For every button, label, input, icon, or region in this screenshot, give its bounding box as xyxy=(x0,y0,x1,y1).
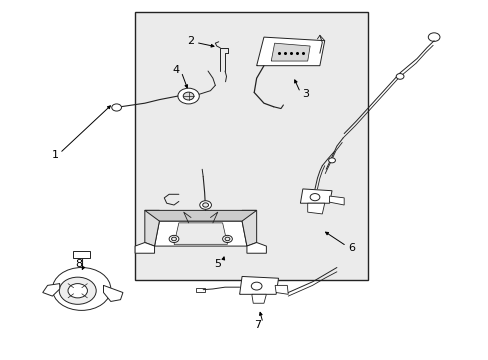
PathPatch shape xyxy=(174,223,227,244)
PathPatch shape xyxy=(329,196,344,205)
Bar xyxy=(135,12,368,280)
Text: 8: 8 xyxy=(76,259,82,269)
Circle shape xyxy=(427,33,439,41)
PathPatch shape xyxy=(242,210,256,246)
Circle shape xyxy=(183,92,194,100)
Circle shape xyxy=(202,203,208,207)
Circle shape xyxy=(178,88,199,104)
Circle shape xyxy=(328,158,335,163)
PathPatch shape xyxy=(300,189,331,203)
PathPatch shape xyxy=(135,243,154,253)
Text: 5: 5 xyxy=(214,259,221,269)
Circle shape xyxy=(59,277,96,304)
Text: 3: 3 xyxy=(301,89,308,99)
Text: 6: 6 xyxy=(347,243,354,253)
PathPatch shape xyxy=(239,276,278,294)
PathPatch shape xyxy=(144,210,159,246)
PathPatch shape xyxy=(271,43,309,61)
Circle shape xyxy=(251,282,262,290)
PathPatch shape xyxy=(103,285,122,301)
Circle shape xyxy=(68,284,87,298)
Bar xyxy=(196,288,204,292)
Circle shape xyxy=(169,235,179,243)
Text: 1: 1 xyxy=(51,150,58,160)
Bar xyxy=(73,251,90,257)
Circle shape xyxy=(224,237,229,241)
Circle shape xyxy=(171,237,176,241)
Circle shape xyxy=(222,235,232,243)
Circle shape xyxy=(395,73,403,79)
PathPatch shape xyxy=(154,221,246,246)
PathPatch shape xyxy=(251,294,266,303)
PathPatch shape xyxy=(42,284,60,296)
PathPatch shape xyxy=(275,285,287,294)
Circle shape xyxy=(200,201,211,209)
Circle shape xyxy=(112,104,121,111)
PathPatch shape xyxy=(307,203,324,214)
Circle shape xyxy=(309,194,319,201)
Text: 7: 7 xyxy=(254,320,261,330)
Text: 4: 4 xyxy=(173,65,180,75)
PathPatch shape xyxy=(246,243,266,253)
PathPatch shape xyxy=(256,37,324,66)
Text: 2: 2 xyxy=(187,36,194,46)
PathPatch shape xyxy=(144,210,256,221)
Circle shape xyxy=(52,267,111,310)
